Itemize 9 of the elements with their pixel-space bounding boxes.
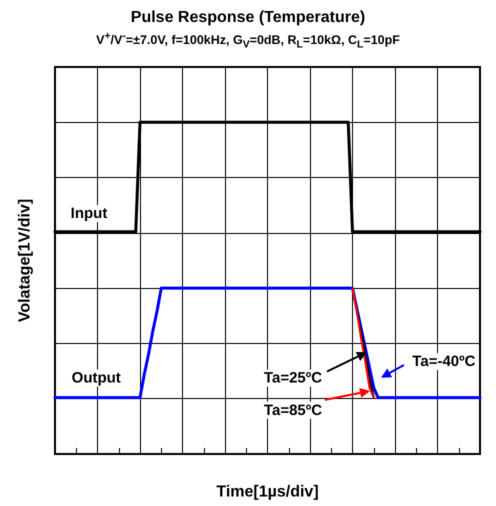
legend-label: Ta=-40ºC: [412, 352, 476, 370]
text: Ta=25ºC: [264, 369, 322, 386]
chart-title: Pulse Response (Temperature): [130, 8, 366, 28]
annotation: Output: [72, 369, 121, 386]
text: Ta=85ºC: [264, 401, 322, 418]
x-axis-title: Time[1µs/div]: [216, 483, 319, 500]
series-label: Input: [70, 204, 108, 222]
y-axis-title: Volatage[1V/div]: [16, 198, 34, 322]
text: V$^{+}$/V$^{-}$=±7.0V, f=100kHz, G$_{V}$=0dB, R$_{L}$=10kΩ, C$_{L}$=10pF: [96, 31, 400, 51]
